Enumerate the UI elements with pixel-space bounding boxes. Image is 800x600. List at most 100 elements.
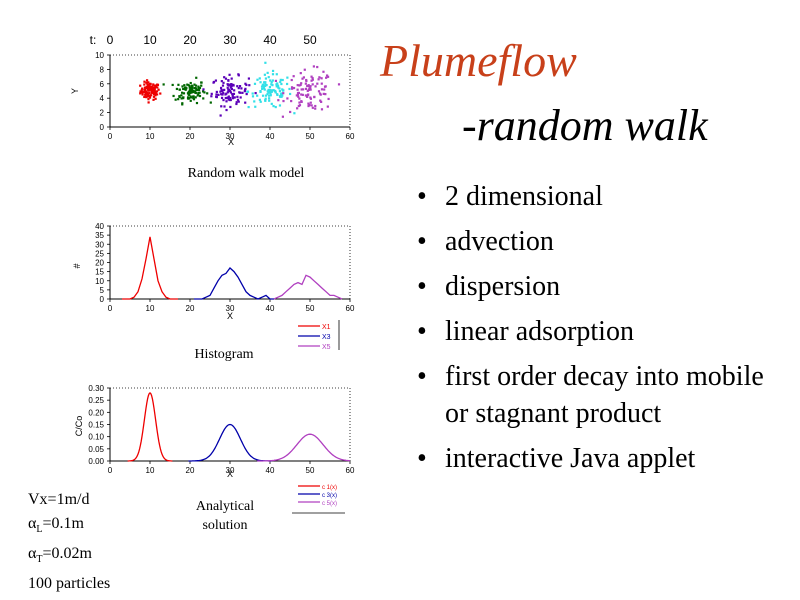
scatter-point-t30 — [219, 90, 222, 93]
scatter-point-t20 — [197, 91, 200, 95]
time-tick-label: 10 — [143, 33, 157, 47]
bullet-item: dispersion — [414, 268, 784, 305]
scatter-point-t40 — [279, 80, 282, 83]
scatter-point-t10 — [146, 91, 149, 94]
scatter-point-t10 — [154, 94, 157, 97]
y-tick-label-0: 4 — [100, 94, 105, 103]
y-tick-label-2: 0.10 — [88, 433, 104, 442]
x-tick-label-1: 10 — [146, 304, 155, 313]
x-axis-label-0: X — [228, 137, 234, 147]
scatter-point-t50 — [290, 99, 293, 103]
scatter-point-t50 — [325, 76, 328, 79]
scatter-point-t40 — [258, 98, 261, 101]
scatter-point-t30 — [233, 89, 236, 92]
scatter-point-t20 — [206, 92, 209, 95]
scatter-point-t20 — [200, 84, 203, 87]
scatter-point-t30 — [229, 91, 233, 94]
scatter-point-t50 — [300, 82, 303, 85]
scatter-point-t30 — [226, 86, 229, 89]
scatter-point-t40 — [256, 78, 259, 81]
scatter-point-t30 — [221, 89, 224, 93]
scatter-point-t40 — [280, 93, 283, 96]
scatter-point-t50 — [307, 93, 310, 96]
scatter-point-t40 — [267, 91, 270, 94]
scatter-point-t50 — [298, 84, 301, 87]
scatter-point-t40 — [281, 94, 284, 97]
scatter-point-t20 — [194, 91, 197, 95]
bullet-item: linear adsorption — [414, 313, 784, 350]
scatter-point-t30 — [239, 96, 242, 99]
y-tick-label-2: 0.20 — [88, 408, 104, 417]
alpha-symbol: α — [28, 515, 37, 532]
scatter-point-t10 — [143, 83, 146, 86]
analytical-curve-3 — [188, 423, 272, 462]
scatter-point-t40 — [270, 81, 273, 84]
legend-label-c1: c 1(x) — [322, 485, 337, 491]
param-vx: Vx=1m/d — [28, 491, 90, 508]
scatter-point-t20 — [182, 87, 185, 91]
scatter-point-t30 — [230, 77, 233, 80]
scatter-point-t20 — [177, 83, 180, 86]
scatter-point-t20 — [189, 91, 192, 94]
scatter-point-t40 — [286, 76, 289, 79]
scatter-point-t40 — [261, 94, 265, 97]
scatter-point-t40 — [259, 100, 262, 103]
x-tick-label-2: 60 — [346, 466, 355, 475]
scatter-point-t50 — [309, 97, 313, 100]
scatter-point-t50 — [291, 87, 294, 90]
scatter-point-t50 — [320, 108, 324, 111]
legend-label-x3: X3 — [322, 334, 331, 341]
scatter-point-t20 — [181, 85, 184, 88]
scatter-point-t40 — [281, 78, 284, 82]
analytical-caption-line1: Analytical — [195, 499, 255, 514]
scatter-point-t50 — [290, 86, 294, 89]
y-tick-label-1: 20 — [95, 259, 104, 268]
scatter-point-t20 — [172, 94, 175, 98]
scatter-point-t50 — [292, 86, 296, 90]
scatter-point-t40 — [268, 94, 271, 97]
legend-label-x5: X5 — [322, 344, 331, 351]
scatter-point-t30 — [225, 100, 228, 103]
x-tick-label-2: 10 — [146, 466, 155, 475]
scatter-point-t40 — [288, 92, 292, 96]
scatter-point-t10 — [145, 90, 148, 93]
x-tick-label-2: 30 — [226, 466, 235, 475]
scatter-point-t20 — [174, 98, 177, 101]
scatter-point-t10 — [147, 81, 150, 84]
scatter-point-t20 — [191, 87, 194, 90]
scatter-point-t40 — [276, 84, 280, 87]
scatter-point-t20 — [188, 93, 191, 96]
scatter-point-t50 — [310, 104, 313, 107]
scatter-point-t20 — [171, 83, 174, 87]
scatter-point-t40 — [271, 73, 275, 76]
slide-subtitle: -random walk — [462, 101, 708, 150]
scatter-point-t30 — [248, 84, 251, 87]
scatter-point-t40 — [276, 82, 279, 85]
scatter-point-t20 — [197, 93, 200, 96]
scatter-point-t40 — [266, 71, 269, 74]
scatter-point-t40 — [273, 90, 277, 93]
scatter-point-t50 — [309, 85, 312, 88]
scatter-point-t50 — [299, 83, 302, 86]
scatter-point-t20 — [198, 94, 202, 98]
scatter-point-t20 — [183, 87, 187, 91]
scatter-point-t30 — [238, 91, 241, 94]
scatter-point-t50 — [309, 96, 312, 99]
scatter-point-t20 — [181, 102, 184, 105]
scatter-point-t40 — [270, 102, 273, 105]
scatter-point-t40 — [268, 99, 271, 102]
scatter-point-t40 — [262, 87, 266, 90]
histogram-caption: Histogram — [194, 347, 254, 362]
scatter-point-t40 — [266, 90, 269, 93]
scatter-point-t20 — [190, 88, 193, 92]
scatter-point-t10 — [154, 91, 157, 94]
scatter-point-t50 — [320, 77, 323, 80]
scatter-point-t40 — [280, 82, 283, 86]
scatter-point-t10 — [148, 82, 151, 85]
scatter-point-t20 — [189, 81, 192, 85]
scatter-point-t40 — [272, 89, 275, 92]
scatter-point-t30 — [210, 92, 213, 95]
time-tick-label: 50 — [303, 33, 317, 47]
scatter-point-t50 — [295, 94, 298, 97]
scatter-point-t40 — [278, 90, 282, 93]
